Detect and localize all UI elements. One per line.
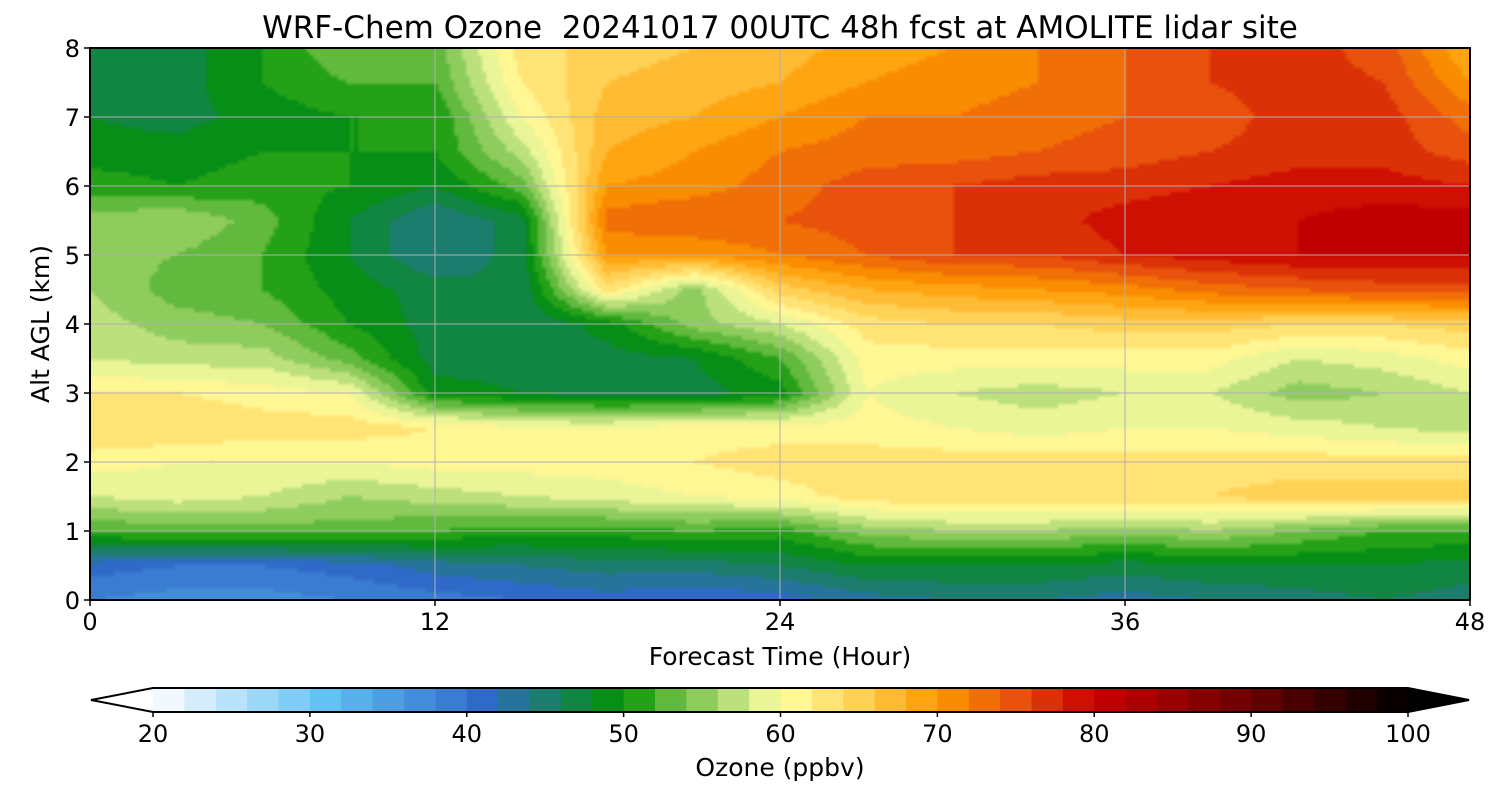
y-tick-label: 7 bbox=[65, 104, 80, 132]
y-tick-label: 8 bbox=[65, 35, 80, 63]
colorbar-cell bbox=[1282, 688, 1315, 712]
colorbar-cell bbox=[780, 688, 813, 712]
colorbar-tick-label: 40 bbox=[451, 720, 482, 748]
colorbar-cell bbox=[655, 688, 687, 712]
colorbar-cell bbox=[466, 688, 499, 712]
colorbar-cell bbox=[1219, 688, 1252, 712]
x-axis-label: Forecast Time (Hour) bbox=[649, 642, 912, 671]
colorbar-cell bbox=[1376, 688, 1409, 712]
y-tick-label: 5 bbox=[65, 242, 80, 270]
y-axis-label: Alt AGL (km) bbox=[26, 245, 55, 403]
y-axis-ticks: 0 1 2 3 4 5 6 7 8 bbox=[65, 35, 90, 615]
colorbar-tick-label: 90 bbox=[1236, 720, 1267, 748]
colorbar-cell bbox=[278, 688, 311, 712]
colorbar-cell bbox=[404, 688, 436, 712]
colorbar-tick-label: 30 bbox=[295, 720, 326, 748]
y-tick-label: 0 bbox=[65, 587, 80, 615]
colorbar-cell bbox=[1345, 688, 1378, 712]
y-tick-label: 1 bbox=[65, 518, 80, 546]
colorbar-cell bbox=[874, 688, 907, 712]
colorbar-cell bbox=[498, 688, 531, 712]
y-tick-label: 6 bbox=[65, 173, 80, 201]
colorbar-cell bbox=[1251, 688, 1284, 712]
y-tick-label: 3 bbox=[65, 380, 80, 408]
colorbar-cell bbox=[686, 688, 719, 712]
colorbar-cell bbox=[1188, 688, 1221, 712]
colorbar-extend-high bbox=[1408, 688, 1469, 712]
y-tick-label: 2 bbox=[65, 449, 80, 477]
colorbar-cell bbox=[811, 688, 844, 712]
colorbar-cell bbox=[937, 688, 970, 712]
colorbar-cell bbox=[153, 688, 185, 712]
chart-title: WRF-Chem Ozone 20241017 00UTC 48h fcst a… bbox=[262, 10, 1298, 46]
colorbar-cells bbox=[153, 688, 1409, 712]
colorbar-cell bbox=[1000, 688, 1033, 712]
colorbar-cell bbox=[1313, 688, 1346, 712]
colorbar-cell bbox=[215, 688, 248, 712]
colorbar-cell bbox=[749, 688, 782, 712]
x-tick-label: 12 bbox=[420, 608, 451, 636]
x-tick-label: 48 bbox=[1455, 608, 1486, 636]
colorbar-cell bbox=[968, 688, 1001, 712]
colorbar-cell bbox=[623, 688, 656, 712]
colorbar-ticks: 20 30 40 50 60 70 80 90 100 bbox=[138, 712, 1431, 748]
colorbar-tick-label: 50 bbox=[608, 720, 639, 748]
colorbar-cell bbox=[1157, 688, 1189, 712]
colorbar-tick-label: 80 bbox=[1079, 720, 1110, 748]
colorbar-label: Ozone (ppbv) bbox=[695, 753, 864, 782]
colorbar-cell bbox=[906, 688, 938, 712]
colorbar-cell bbox=[309, 688, 342, 712]
colorbar-extend-low bbox=[91, 688, 153, 712]
colorbar-cell bbox=[1062, 688, 1095, 712]
colorbar-cell bbox=[184, 688, 217, 712]
colorbar-cell bbox=[1094, 688, 1127, 712]
colorbar-tick-label: 70 bbox=[922, 720, 953, 748]
colorbar-cell bbox=[529, 688, 562, 712]
colorbar-cell bbox=[435, 688, 468, 712]
x-tick-label: 0 bbox=[82, 608, 97, 636]
colorbar-tick-label: 20 bbox=[138, 720, 169, 748]
y-tick-label: 4 bbox=[65, 311, 80, 339]
x-tick-label: 24 bbox=[765, 608, 796, 636]
colorbar-tick-label: 60 bbox=[765, 720, 796, 748]
colorbar-cell bbox=[372, 688, 405, 712]
colorbar-cell bbox=[1125, 688, 1158, 712]
colorbar-cell bbox=[592, 688, 625, 712]
colorbar-tick-label: 100 bbox=[1385, 720, 1431, 748]
colorbar-cell bbox=[843, 688, 876, 712]
colorbar-cell bbox=[247, 688, 280, 712]
colorbar-cell bbox=[717, 688, 750, 712]
x-axis-ticks: 0 12 24 36 48 bbox=[82, 600, 1485, 636]
colorbar: 20 30 40 50 60 70 80 90 100 Ozone (ppbv) bbox=[90, 687, 1470, 782]
x-tick-label: 36 bbox=[1110, 608, 1141, 636]
colorbar-cell bbox=[1031, 688, 1064, 712]
colorbar-cell bbox=[560, 688, 593, 712]
colorbar-cell bbox=[341, 688, 374, 712]
